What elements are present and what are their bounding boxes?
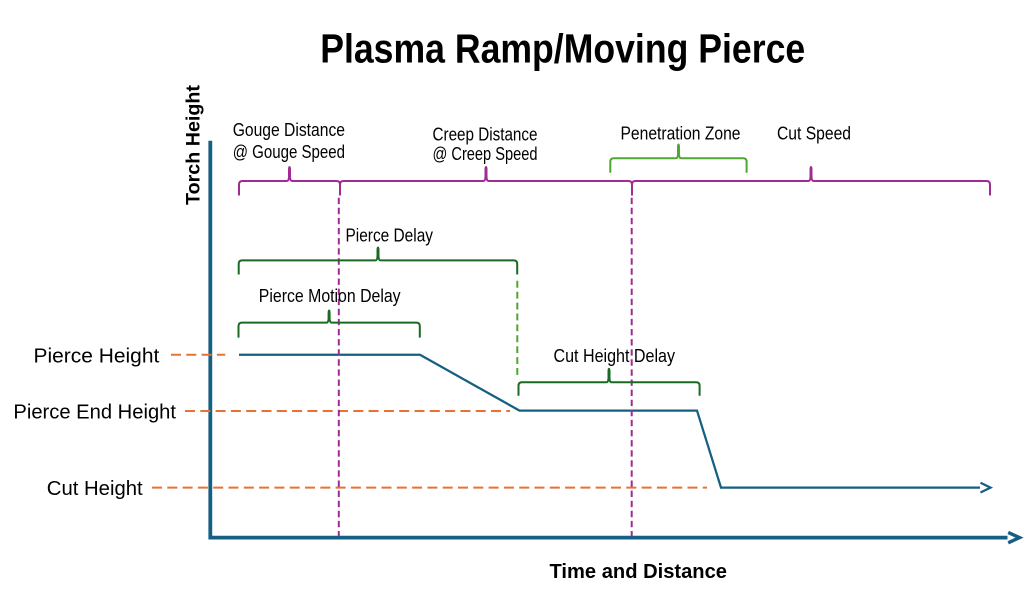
svg-text:Cut Height Delay: Cut Height Delay (554, 346, 676, 366)
svg-text:Creep Distance: Creep Distance (433, 124, 538, 144)
svg-text:Pierce Motion Delay: Pierce Motion Delay (259, 286, 401, 306)
svg-text:Cut Speed: Cut Speed (777, 124, 851, 144)
svg-text:@ Gouge Speed: @ Gouge Speed (233, 142, 345, 162)
svg-text:Time and Distance: Time and Distance (550, 561, 728, 583)
svg-text:@ Creep Speed: @ Creep Speed (433, 144, 538, 164)
svg-text:Pierce End Height: Pierce End Height (13, 401, 176, 423)
svg-text:Cut Height: Cut Height (47, 478, 143, 500)
svg-text:Pierce Height: Pierce Height (34, 345, 160, 367)
svg-text:Torch Height: Torch Height (183, 85, 205, 205)
svg-text:Penetration Zone: Penetration Zone (621, 124, 741, 144)
svg-text:Pierce Delay: Pierce Delay (346, 226, 434, 246)
svg-text:Plasma Ramp/Moving Pierce: Plasma Ramp/Moving Pierce (320, 26, 805, 72)
svg-text:Gouge Distance: Gouge Distance (233, 120, 345, 140)
